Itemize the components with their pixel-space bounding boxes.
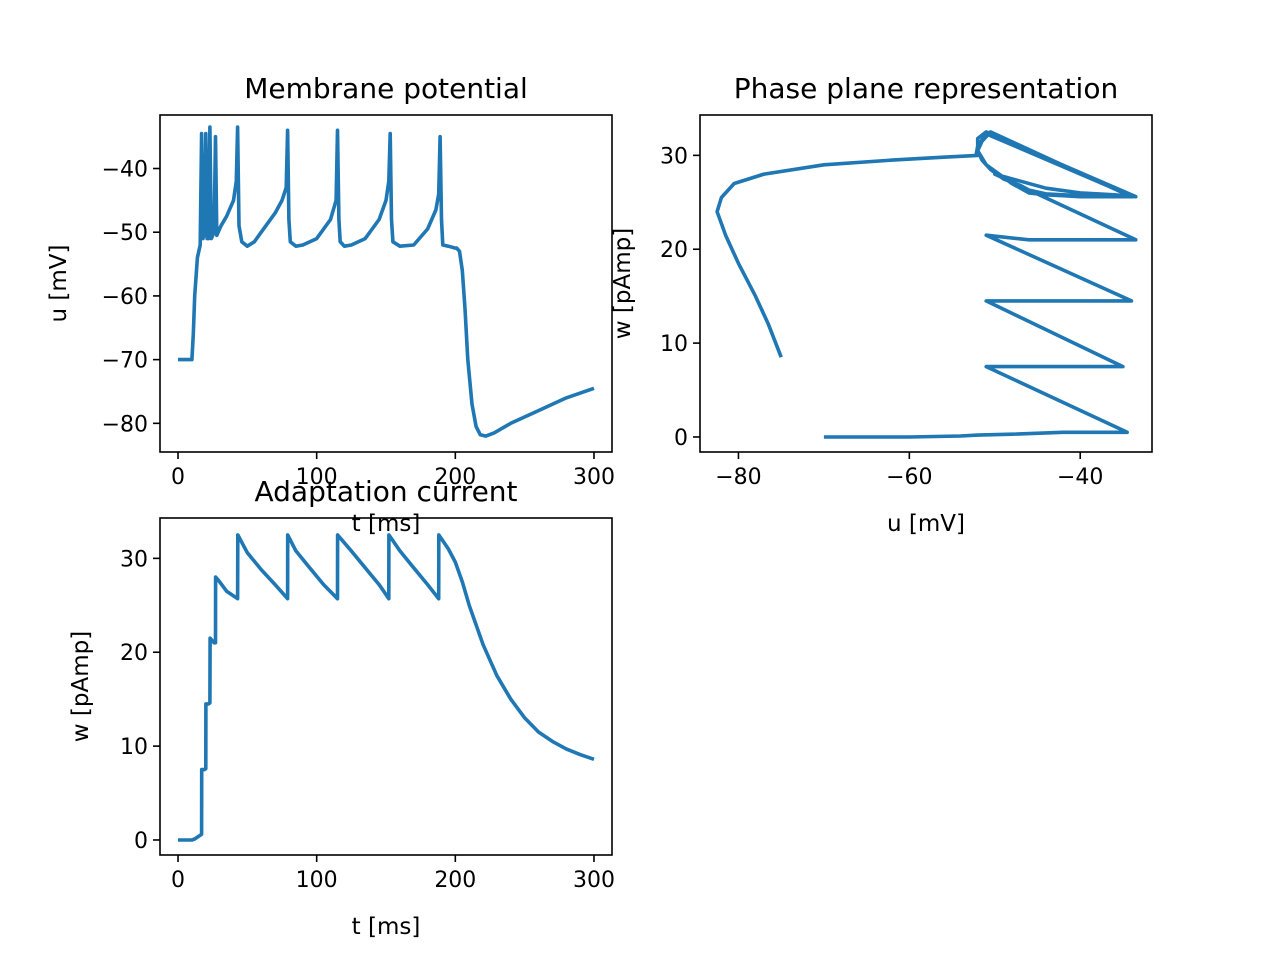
membrane-potential-ylabel: u [mV] [46, 245, 72, 323]
adaptation-current-ytick-label: 30 [120, 547, 148, 572]
phase-plane-ytick-label: 20 [660, 238, 688, 263]
membrane-potential-ytick-label: −70 [102, 349, 148, 374]
adaptation-current-axes-frame [159, 517, 613, 856]
membrane-potential-axes-frame [159, 114, 613, 453]
adaptation-current-ylabel: w [pAmp] [68, 631, 94, 742]
phase-plane-ytick-label: 10 [660, 332, 688, 357]
membrane-potential-ytick-label: −50 [102, 221, 148, 246]
membrane-potential-xtick-label: 0 [171, 465, 185, 490]
membrane-potential-ytick-label: −60 [102, 285, 148, 310]
phase-plane-xtick-label: −40 [1057, 465, 1103, 490]
adaptation-current-xtick-label: 100 [296, 868, 338, 893]
adaptation-current-ytick-label: 20 [120, 641, 148, 666]
adaptation-current-series-line [178, 533, 595, 842]
phase-plane-ylabel: w [pAmp] [610, 228, 636, 339]
membrane-potential-xtick-label: 200 [434, 465, 476, 490]
phase-plane-series-line [715, 130, 1138, 439]
membrane-potential-ytick-label: −40 [102, 158, 148, 183]
adaptation-current-xlabel: t [ms] [352, 914, 421, 940]
adaptation-current-xtick-label: 200 [434, 868, 476, 893]
phase-plane-ytick-label: 0 [674, 426, 688, 451]
adaptation-current-title: Adaptation current [254, 475, 517, 508]
phase-plane-xtick-label: −80 [715, 465, 761, 490]
phase-plane-ytick-label: 30 [660, 144, 688, 169]
membrane-potential-title: Membrane potential [244, 72, 528, 105]
phase-plane-title: Phase plane representation [734, 72, 1118, 105]
adaptation-current-xtick-label: 0 [171, 868, 185, 893]
membrane-potential-xtick-label: 300 [573, 465, 615, 490]
membrane-potential-series-line [178, 125, 595, 438]
adaptation-current-ytick-label: 0 [134, 829, 148, 854]
adaptation-current-ytick-label: 10 [120, 735, 148, 760]
phase-plane-xlabel: u [mV] [887, 511, 965, 537]
phase-plane-xtick-label: −60 [886, 465, 932, 490]
membrane-potential-xtick-label: 100 [296, 465, 338, 490]
membrane-potential-xlabel: t [ms] [352, 511, 421, 537]
phase-plane-axes-frame [699, 114, 1153, 453]
membrane-potential-ytick-label: −80 [102, 412, 148, 437]
adaptation-current-xtick-label: 300 [573, 868, 615, 893]
